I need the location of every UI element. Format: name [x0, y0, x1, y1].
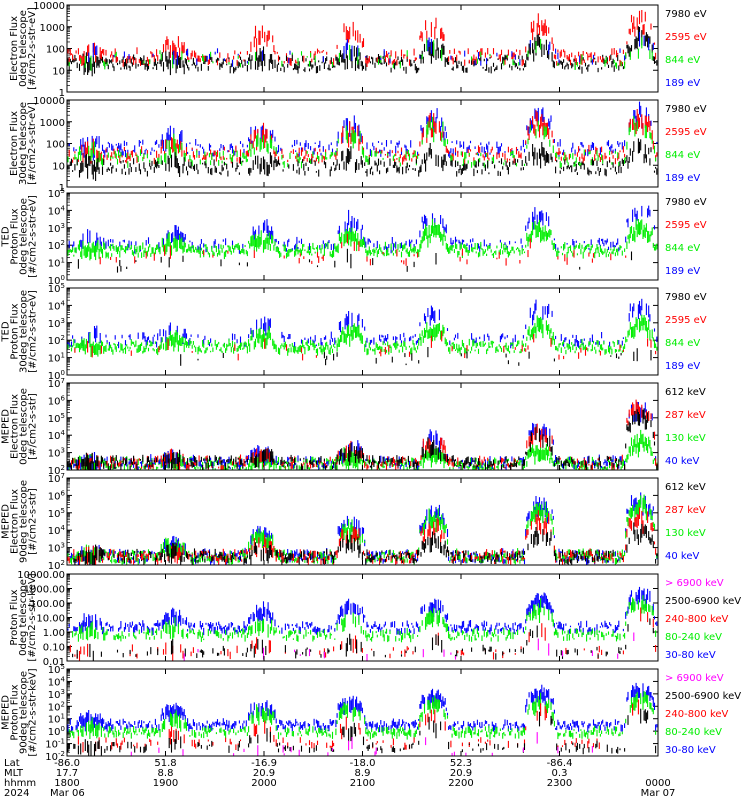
y-axis-label: [#/cm2-s-str-eV]: [28, 290, 39, 373]
y-tick-label: 10: [52, 161, 65, 172]
y-axis-label: 0deg telescope: [18, 10, 29, 87]
y-axis-label: TED: [1, 321, 12, 342]
legend-entry: 189 eV: [665, 173, 700, 184]
y-tick-label: 103: [48, 447, 65, 460]
y-tick-label: 102: [48, 239, 65, 252]
y-tick-label: 102: [48, 334, 65, 347]
series-blue: [68, 205, 656, 254]
y-axis-label: 30deg telescope: [19, 290, 30, 373]
legend-entry: 7980 eV: [665, 9, 707, 20]
y-tick-label: 101: [48, 352, 65, 365]
y-tick-label: 100: [46, 140, 65, 151]
y-axis-label: [#/cm2-s-str-eV]: [28, 195, 39, 278]
series-green: [68, 37, 653, 71]
legend-entry: 844 eV: [665, 243, 700, 254]
y-tick-label: 1000: [40, 23, 65, 34]
y-tick-label: 100: [46, 45, 65, 56]
legend-entry: 2595 eV: [665, 127, 707, 138]
series-green: [67, 314, 658, 357]
y-tick-label: 104: [48, 204, 66, 217]
series-green: [67, 218, 658, 261]
legend-entry: 844 eV: [665, 55, 700, 66]
legend-entry: 844 eV: [665, 338, 700, 349]
legend-entry: 189 eV: [665, 361, 700, 372]
y-axis-label: TED: [1, 226, 12, 247]
panel-frame: [66, 287, 659, 376]
y-axis-label: 30deg telescope: [18, 102, 29, 185]
panel-frame: [66, 4, 659, 93]
y-tick-label: 106: [48, 394, 66, 407]
legend-entry: 2595 eV: [665, 32, 707, 43]
legend-entry: 7980 eV: [665, 197, 707, 208]
y-tick-label: 105: [48, 282, 65, 295]
series-red: [99, 233, 627, 266]
series-black: [77, 248, 633, 273]
legend-entry: 2595 eV: [665, 220, 707, 231]
legend-entry: 844 eV: [665, 150, 700, 161]
y-tick-label: 100: [48, 369, 65, 382]
y-tick-label: 10000: [33, 96, 65, 107]
y-axis-label: 0deg telescope: [19, 198, 30, 275]
series-red: [68, 109, 658, 165]
y-axis-label: Electron Flux: [9, 111, 20, 176]
y-tick-label: 104: [48, 429, 66, 442]
y-tick-label: 105: [48, 412, 65, 425]
y-tick-label: 10000: [33, 1, 65, 12]
y-axis-label: Proton Flux: [10, 303, 21, 359]
y-tick-label: 10: [52, 66, 65, 77]
y-tick-label: 100: [48, 274, 65, 287]
legend-entry: 189 eV: [665, 266, 700, 277]
y-tick-label: 103: [48, 222, 65, 235]
y-tick-label: 1000: [40, 118, 65, 129]
legend-entry: 2595 eV: [665, 315, 707, 326]
y-tick-label: 102: [48, 464, 65, 477]
y-tick-label: 105: [48, 187, 65, 200]
series-red: [74, 331, 657, 361]
y-axis-label: Electron Flux: [9, 16, 20, 81]
series-black: [180, 347, 652, 366]
y-tick-label: 103: [48, 317, 65, 330]
y-tick-label: 1: [59, 88, 65, 99]
y-tick-label: 101: [48, 257, 65, 270]
series-blue: [88, 31, 654, 67]
legend-entry: 7980 eV: [665, 292, 707, 303]
panel-frame: [66, 192, 659, 281]
y-tick-label: 1: [59, 183, 65, 194]
series-red: [67, 10, 657, 67]
series-black: [67, 138, 658, 181]
y-tick-label: 104: [48, 299, 66, 312]
legend-entry: 189 eV: [665, 78, 700, 89]
y-tick-label: 107: [48, 377, 65, 390]
y-axis-label: [#/cm2-s-str-eV]: [27, 102, 38, 185]
legend-entry: 7980 eV: [665, 104, 707, 115]
y-axis-label: Proton Flux: [10, 208, 21, 264]
y-axis-label: [#/cm2-s-str-eV]: [27, 7, 38, 90]
